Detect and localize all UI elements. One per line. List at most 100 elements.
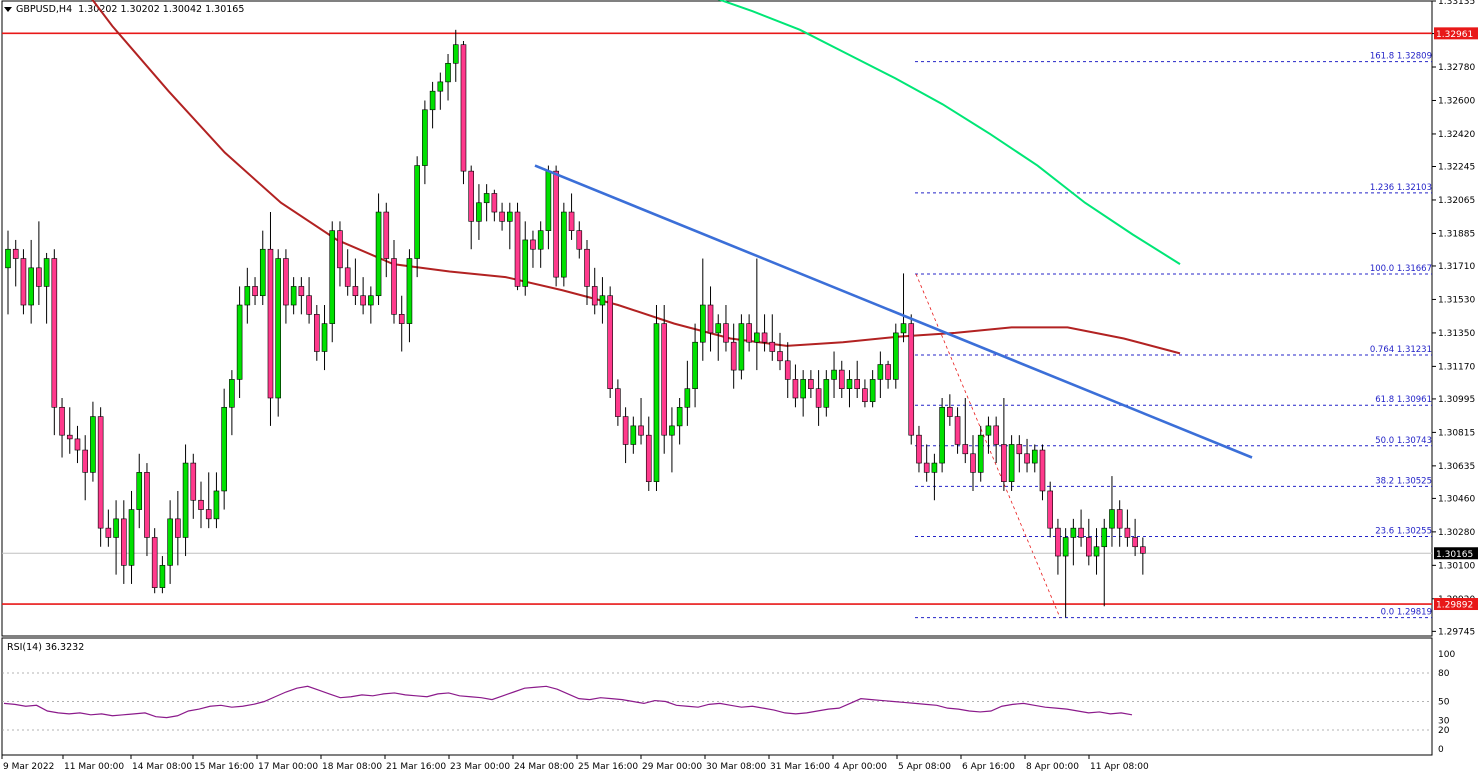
bear-candle-body — [792, 379, 799, 399]
candle — [947, 394, 953, 426]
bull-candle-body — [545, 170, 552, 231]
bull-candle-body — [275, 258, 282, 399]
bear-candle-body — [885, 364, 891, 380]
candle — [1055, 518, 1061, 575]
candle — [375, 193, 382, 306]
price-tick-label: 1.32245 — [1438, 162, 1475, 172]
price-tick-label: 1.29745 — [1438, 627, 1475, 637]
bull-candle-body — [506, 211, 513, 222]
candle — [530, 230, 536, 268]
fib-label: 161.8 1.32809 — [1370, 52, 1432, 62]
bull-candle-body — [985, 425, 992, 436]
time-tick-label: 30 Mar 08:00 — [706, 762, 766, 772]
candle — [1031, 444, 1038, 473]
bear-candle-body — [12, 248, 19, 259]
bull-candle-body — [136, 472, 143, 510]
candle — [344, 249, 351, 296]
candle — [723, 305, 729, 352]
candle — [398, 295, 405, 352]
bull-candle-body — [375, 211, 382, 297]
candle — [993, 416, 999, 464]
bear-candle-body — [175, 518, 181, 538]
bear-candle-body — [298, 286, 305, 297]
candle — [43, 252, 50, 324]
candle — [298, 277, 305, 315]
candle — [754, 258, 760, 371]
candle — [267, 212, 274, 426]
candle — [738, 314, 745, 380]
symbol-name: GBPUSD,H4 — [16, 4, 73, 15]
candle — [615, 379, 621, 426]
rsi-pane-frame — [1, 637, 1433, 756]
bear-candle-body — [1055, 527, 1061, 557]
candle — [1116, 500, 1123, 547]
bear-candle-body — [460, 44, 467, 172]
time-tick-label: 24 Mar 08:00 — [514, 762, 574, 772]
candle — [954, 407, 961, 454]
bull-candle-body — [1070, 527, 1077, 538]
candle — [823, 370, 830, 417]
candle — [445, 53, 451, 101]
candle — [931, 453, 938, 501]
bear-candle-body — [190, 462, 197, 501]
bear-candle-body — [591, 286, 598, 306]
candle — [337, 221, 343, 287]
support-price-label: 1.29892 — [1436, 601, 1473, 611]
bull-candle-body — [1093, 546, 1100, 557]
bull-candle-body — [684, 388, 691, 408]
bear-candle-body — [267, 248, 274, 399]
candle — [414, 156, 420, 278]
candle — [561, 202, 567, 287]
bear-candle-body — [530, 239, 536, 250]
current-price-box — [1434, 547, 1478, 560]
bull-candle-body — [167, 518, 173, 566]
candle — [236, 286, 243, 398]
candle — [491, 189, 498, 222]
candle — [190, 453, 197, 519]
resistance-price-label: 1.32961 — [1436, 30, 1473, 40]
candle — [815, 370, 822, 426]
candle — [20, 249, 27, 315]
bull-candle-body — [483, 193, 490, 204]
candle — [553, 165, 559, 287]
bull-candle-body — [561, 211, 567, 278]
time-tick-label: 14 Mar 08:00 — [132, 762, 192, 772]
candle — [784, 342, 791, 398]
bear-candle-body — [74, 438, 81, 451]
bull-candle-body — [676, 406, 683, 427]
bull-candle-body — [259, 248, 266, 297]
moving-averages — [91, 0, 1181, 355]
candle — [630, 416, 637, 454]
price-tick-label: 1.32780 — [1438, 63, 1475, 73]
candle — [182, 444, 189, 557]
bear-candle-body — [923, 462, 930, 473]
bear-candle-body — [398, 314, 405, 324]
time-tick-label: 17 Mar 00:00 — [258, 762, 318, 772]
candle — [74, 425, 81, 464]
bear-candle-body — [337, 230, 343, 269]
bear-candle-body — [947, 406, 953, 417]
price-tick-label: 1.31350 — [1438, 329, 1475, 339]
header-dropdown-icon[interactable] — [4, 7, 12, 12]
time-tick-label: 23 Mar 00:00 — [450, 762, 510, 772]
trendline-group — [534, 164, 1253, 459]
bull-candle-body — [159, 565, 166, 588]
bull-candle-body — [406, 258, 413, 324]
bear-candle-body — [746, 323, 752, 343]
bear-candle-body — [105, 527, 112, 538]
candle — [892, 323, 899, 389]
bull-candle-body — [900, 323, 907, 334]
fib-label: 50.0 1.30743 — [1375, 436, 1432, 446]
time-tick-label: 29 Mar 00:00 — [642, 762, 702, 772]
bear-candle-body — [970, 453, 976, 473]
candle — [653, 305, 660, 491]
candle — [144, 463, 150, 557]
price-tick-label: 1.31885 — [1438, 229, 1475, 239]
candle — [252, 277, 258, 306]
bull-candle-body — [939, 406, 945, 464]
symbol-header: GBPUSD,H4 1.30202 1.30202 1.30042 1.3016… — [16, 4, 244, 15]
bull-candle-body — [452, 44, 459, 64]
rsi-tick-label: 30 — [1438, 717, 1450, 727]
bull-candle-body — [429, 90, 436, 111]
